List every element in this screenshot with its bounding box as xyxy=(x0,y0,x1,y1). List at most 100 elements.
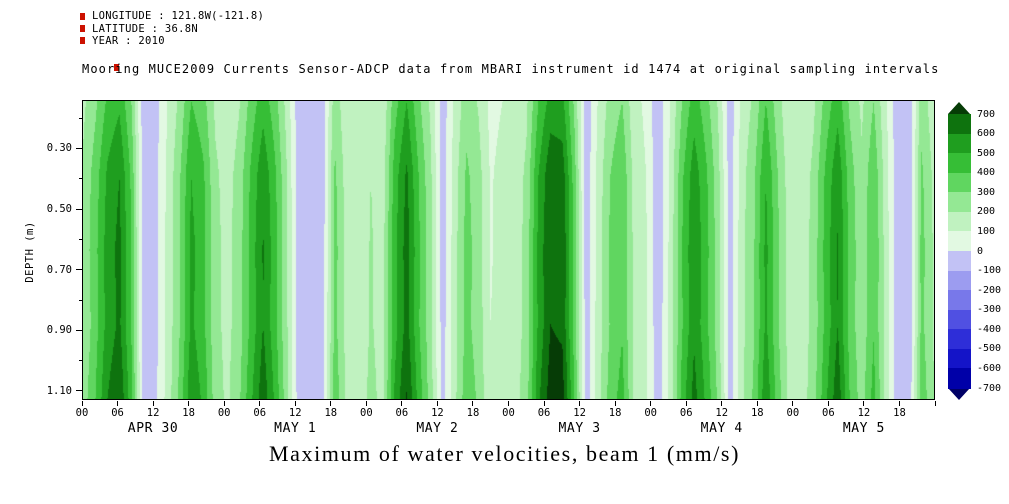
colorbar-tick-label: -300 xyxy=(977,304,1002,316)
x-tick xyxy=(934,401,936,406)
x-hour-label: 00 xyxy=(786,407,800,419)
x-tick xyxy=(721,401,723,406)
colorbar-segment xyxy=(948,290,971,311)
x-hour-label: 06 xyxy=(822,407,835,419)
colorbar-segment xyxy=(948,348,971,369)
header-block: LONGITUDE : 121.8W(-121.8) LATITUDE : 36… xyxy=(92,10,264,48)
y-tick-label: 0.90 xyxy=(46,324,72,337)
red-marker xyxy=(80,37,85,44)
x-tick xyxy=(827,401,829,406)
colorbar-segment xyxy=(948,309,971,330)
x-tick xyxy=(365,401,367,406)
plot-area xyxy=(82,100,935,400)
colorbar-segment xyxy=(948,231,971,252)
x-tick xyxy=(685,401,687,406)
x-hour-label: 18 xyxy=(893,407,906,419)
y-tick-label: 0.30 xyxy=(46,142,72,155)
plot-title: Mooring MUCE2009 Currents Sensor-ADCP da… xyxy=(82,62,940,76)
longitude-label: LONGITUDE : 121.8W(-121.8) xyxy=(92,10,265,22)
colorbar-tick-label: 0 xyxy=(977,245,984,257)
x-hour-label: 00 xyxy=(644,407,657,419)
x-tick xyxy=(401,401,403,406)
colorbar-segment xyxy=(948,172,971,193)
colorbar-tick-label: -500 xyxy=(977,343,1002,355)
y-axis-title: DEPTH (m) xyxy=(24,221,36,283)
x-hour-label: 18 xyxy=(608,407,622,419)
day-label: MAY 2 xyxy=(416,421,459,436)
x-hour-label: 06 xyxy=(253,407,267,419)
x-hour-label: 12 xyxy=(573,407,586,419)
x-hour-label: 12 xyxy=(715,407,729,419)
colorbar-segment xyxy=(948,133,971,154)
x-tick xyxy=(863,401,865,406)
x-hour-label: 06 xyxy=(111,407,124,419)
x-tick xyxy=(294,401,296,406)
y-tick-label: 0.50 xyxy=(46,203,72,216)
day-label: MAY 1 xyxy=(274,421,317,436)
x-hour-label: 00 xyxy=(502,407,515,419)
colorbar-tick-label: -400 xyxy=(977,323,1002,335)
x-tick xyxy=(579,401,581,406)
colorbar-segment xyxy=(948,114,971,135)
x-hour-label: 06 xyxy=(679,407,693,419)
x-hour-label: 00 xyxy=(360,407,373,419)
x-hour-label: 12 xyxy=(857,407,871,419)
colorbar-tick-label: -200 xyxy=(977,284,1002,296)
x-tick xyxy=(898,401,900,406)
colorbar-tick-label: -100 xyxy=(977,265,1002,277)
x-tick xyxy=(792,401,794,406)
x-tick xyxy=(81,401,83,406)
x-tick xyxy=(756,401,758,406)
figure-caption: Maximum of water velocities, beam 1 (mm/… xyxy=(268,441,741,466)
colorbar-segment xyxy=(948,368,971,389)
x-tick xyxy=(508,401,509,406)
colorbar-tick-label: 400 xyxy=(977,167,996,179)
colorbar-tick-label: -600 xyxy=(977,362,1002,374)
x-hour-label: 00 xyxy=(217,407,231,419)
colorbar-segment xyxy=(948,192,971,213)
x-hour-label: 00 xyxy=(75,407,89,419)
colorbar-tick-label: 300 xyxy=(977,186,996,198)
x-hour-label: 12 xyxy=(288,407,302,419)
x-tick xyxy=(436,401,438,406)
x-tick xyxy=(188,401,190,406)
x-tick xyxy=(614,401,616,406)
colorbar-tick-label: 700 xyxy=(977,108,996,120)
latitude-label: LATITUDE : 36.8N xyxy=(92,22,198,35)
colorbar-tick-label: 100 xyxy=(977,225,996,237)
day-label: APR 30 xyxy=(127,421,179,436)
x-tick xyxy=(330,401,332,406)
colorbar-tick-label: 500 xyxy=(977,147,996,159)
x-tick xyxy=(650,401,652,406)
colorbar-arrow-bottom xyxy=(948,388,970,400)
x-hour-label: 12 xyxy=(146,407,160,419)
x-hour-label: 12 xyxy=(431,407,444,419)
colorbar-arrow-top xyxy=(948,102,970,114)
colorbar-segment xyxy=(948,270,971,291)
y-tick-label: 1.10 xyxy=(46,384,72,397)
x-hour-label: 18 xyxy=(750,407,764,419)
x-tick xyxy=(543,401,545,406)
x-hour-label: 06 xyxy=(395,407,409,419)
x-tick xyxy=(259,401,261,406)
day-label: MAY 3 xyxy=(558,421,601,436)
x-tick xyxy=(223,401,225,406)
red-marker xyxy=(114,64,119,71)
x-hour-label: 18 xyxy=(182,407,195,419)
colorbar-segment xyxy=(948,153,971,174)
x-hour-label: 18 xyxy=(324,407,338,419)
day-label: MAY 5 xyxy=(842,421,885,436)
red-marker xyxy=(80,13,85,20)
x-hour-label: 06 xyxy=(537,407,551,419)
colorbar-segment xyxy=(948,329,971,350)
year-label: YEAR : 2010 xyxy=(92,35,165,47)
x-tick xyxy=(472,401,474,406)
colorbar-tick-label: -700 xyxy=(977,382,1002,394)
x-hour-label: 18 xyxy=(466,407,480,419)
x-tick xyxy=(152,401,154,406)
red-marker xyxy=(80,25,85,32)
colorbar-tick-label: 600 xyxy=(977,128,996,140)
colorbar-segment xyxy=(948,211,971,232)
heatmap-canvas xyxy=(83,101,934,399)
